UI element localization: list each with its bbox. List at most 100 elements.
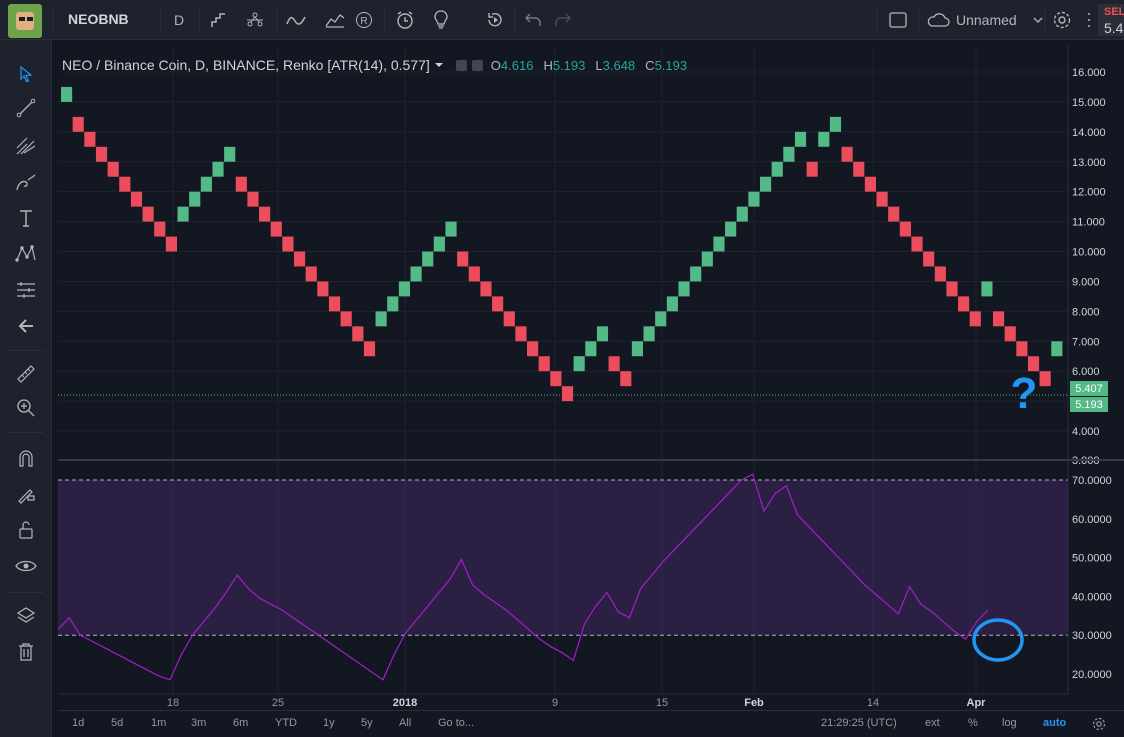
- renko-brick-down: [480, 281, 492, 297]
- renko-brick-up: [666, 296, 678, 312]
- redo-history-icon[interactable]: [480, 4, 510, 36]
- sell-button[interactable]: SEL 5.4: [1098, 4, 1124, 36]
- last-price-text: 5.193: [1075, 399, 1103, 411]
- renko-brick-down: [363, 341, 376, 357]
- sell-price: 5.4: [1104, 20, 1124, 36]
- replay-icon[interactable]: R: [352, 4, 376, 36]
- layout-name: Unnamed: [956, 12, 1017, 28]
- chevron-down-icon: [1033, 17, 1043, 23]
- layers-icon[interactable]: [10, 600, 42, 632]
- ext-toggle[interactable]: ext: [925, 717, 940, 729]
- indicators-icon[interactable]: [281, 4, 311, 36]
- range-1y[interactable]: 1y: [323, 717, 335, 729]
- brush-icon[interactable]: [10, 166, 42, 198]
- compare-icon[interactable]: [240, 4, 270, 36]
- range-1m[interactable]: 1m: [151, 717, 167, 729]
- go-to-date[interactable]: Go to...: [438, 717, 475, 729]
- price-axis-label: 12.000: [1072, 187, 1106, 199]
- low-value: 3.648: [602, 57, 636, 73]
- measure-tool-icon[interactable]: [10, 274, 42, 306]
- trash-icon[interactable]: [10, 636, 42, 668]
- undo-icon[interactable]: [520, 4, 546, 36]
- alert-icon[interactable]: [390, 4, 420, 36]
- legend-chevron-down-icon[interactable]: [434, 61, 444, 69]
- chart-area[interactable]: 16.000 15.000 14.000 13.000 12.000 11.000 10.0…: [58, 46, 1124, 710]
- back-arrow-icon[interactable]: [10, 310, 42, 342]
- renko-brick-up: [212, 161, 224, 177]
- renko-brick-up: [375, 311, 387, 327]
- legend-title[interactable]: NEO / Binance Coin, D, BINANCE, Renko [A…: [62, 57, 430, 73]
- clock-time: 21:29:25 (UTC): [821, 717, 897, 729]
- close-label: C: [645, 57, 655, 73]
- range-5d[interactable]: 5d: [111, 717, 124, 729]
- unlock-icon[interactable]: [10, 514, 42, 546]
- price-axis-label: 7.000: [1072, 336, 1100, 348]
- toolbar-divider: [918, 6, 919, 34]
- renko-brick-down: [923, 251, 935, 267]
- redo-icon[interactable]: [550, 4, 576, 36]
- renko-bricks: [61, 86, 1063, 402]
- log-toggle[interactable]: log: [1002, 717, 1017, 729]
- renko-brick-down: [864, 176, 876, 192]
- lock-drawing-icon[interactable]: [10, 478, 42, 510]
- templates-icon[interactable]: [320, 4, 350, 36]
- time-axis: 18 25 2018 9 15 Feb 14 Apr: [167, 697, 986, 709]
- more-dots-icon[interactable]: [1088, 12, 1090, 28]
- renko-brick-down: [457, 251, 469, 267]
- price-axis-label: 6.000: [1072, 366, 1100, 378]
- pitchfork-icon[interactable]: [10, 130, 42, 162]
- ruler-icon[interactable]: [10, 358, 42, 390]
- layout-menu[interactable]: Unnamed: [926, 6, 1043, 34]
- renko-brick-down: [165, 236, 177, 252]
- oscillator-axis-label: 60.0000: [1072, 514, 1112, 526]
- cursor-icon[interactable]: [10, 58, 42, 90]
- price-axis-label: 15.000: [1072, 97, 1106, 109]
- renko-brick-down: [270, 221, 282, 237]
- renko-brick-up: [445, 221, 457, 237]
- renko-brick-up: [713, 236, 725, 252]
- ideas-icon[interactable]: [426, 4, 456, 36]
- eye-icon[interactable]: [10, 550, 42, 582]
- renko-brick-down: [1004, 326, 1016, 342]
- magnet-icon[interactable]: [10, 442, 42, 474]
- renko-brick-up: [981, 281, 993, 297]
- renko-brick-up: [596, 326, 609, 342]
- bar-style-icon[interactable]: [204, 4, 234, 36]
- symbol-search[interactable]: NEOBNB: [68, 11, 129, 27]
- renko-brick-up: [643, 326, 655, 342]
- range-5y[interactable]: 5y: [361, 717, 373, 729]
- time-axis-label: 9: [552, 697, 558, 709]
- range-all[interactable]: All: [399, 717, 412, 729]
- renko-brick-up: [200, 176, 212, 192]
- renko-brick-up: [794, 131, 807, 147]
- text-icon[interactable]: [10, 202, 42, 234]
- auto-toggle[interactable]: auto: [1043, 717, 1067, 729]
- renko-brick-down: [527, 341, 539, 357]
- trend-line-icon[interactable]: [10, 92, 42, 124]
- range-6m[interactable]: 6m: [233, 717, 249, 729]
- question-mark-annotation[interactable]: ?: [1011, 369, 1038, 418]
- oscillator-axis-label: 20.0000: [1072, 669, 1112, 681]
- renko-brick-down: [969, 311, 981, 327]
- user-avatar[interactable]: [8, 4, 42, 38]
- range-1d[interactable]: 1d: [72, 717, 85, 729]
- zoom-in-icon[interactable]: [10, 392, 42, 424]
- renko-brick-down: [119, 176, 131, 192]
- ask-price-badge: [1070, 381, 1108, 396]
- range-3m[interactable]: 3m: [191, 717, 207, 729]
- pattern-icon[interactable]: [10, 238, 42, 270]
- range-ytd[interactable]: YTD: [275, 717, 297, 729]
- renko-brick-down: [946, 281, 958, 297]
- chart-settings-gear-icon[interactable]: [1092, 717, 1106, 731]
- interval-button[interactable]: D: [173, 12, 185, 28]
- hide-icon[interactable]: [471, 59, 483, 71]
- settings-gear-icon[interactable]: [1048, 4, 1076, 36]
- renko-brick-down: [95, 146, 108, 162]
- percent-toggle[interactable]: %: [968, 717, 978, 729]
- renko-brick-down: [899, 221, 911, 237]
- top-toolbar: NEOBNB D R Unnamed: [0, 0, 1124, 40]
- fullscreen-icon[interactable]: [884, 4, 912, 36]
- settings-icon[interactable]: [455, 59, 467, 71]
- toolbar-divider: [1044, 6, 1045, 34]
- circle-annotation[interactable]: [972, 618, 1024, 662]
